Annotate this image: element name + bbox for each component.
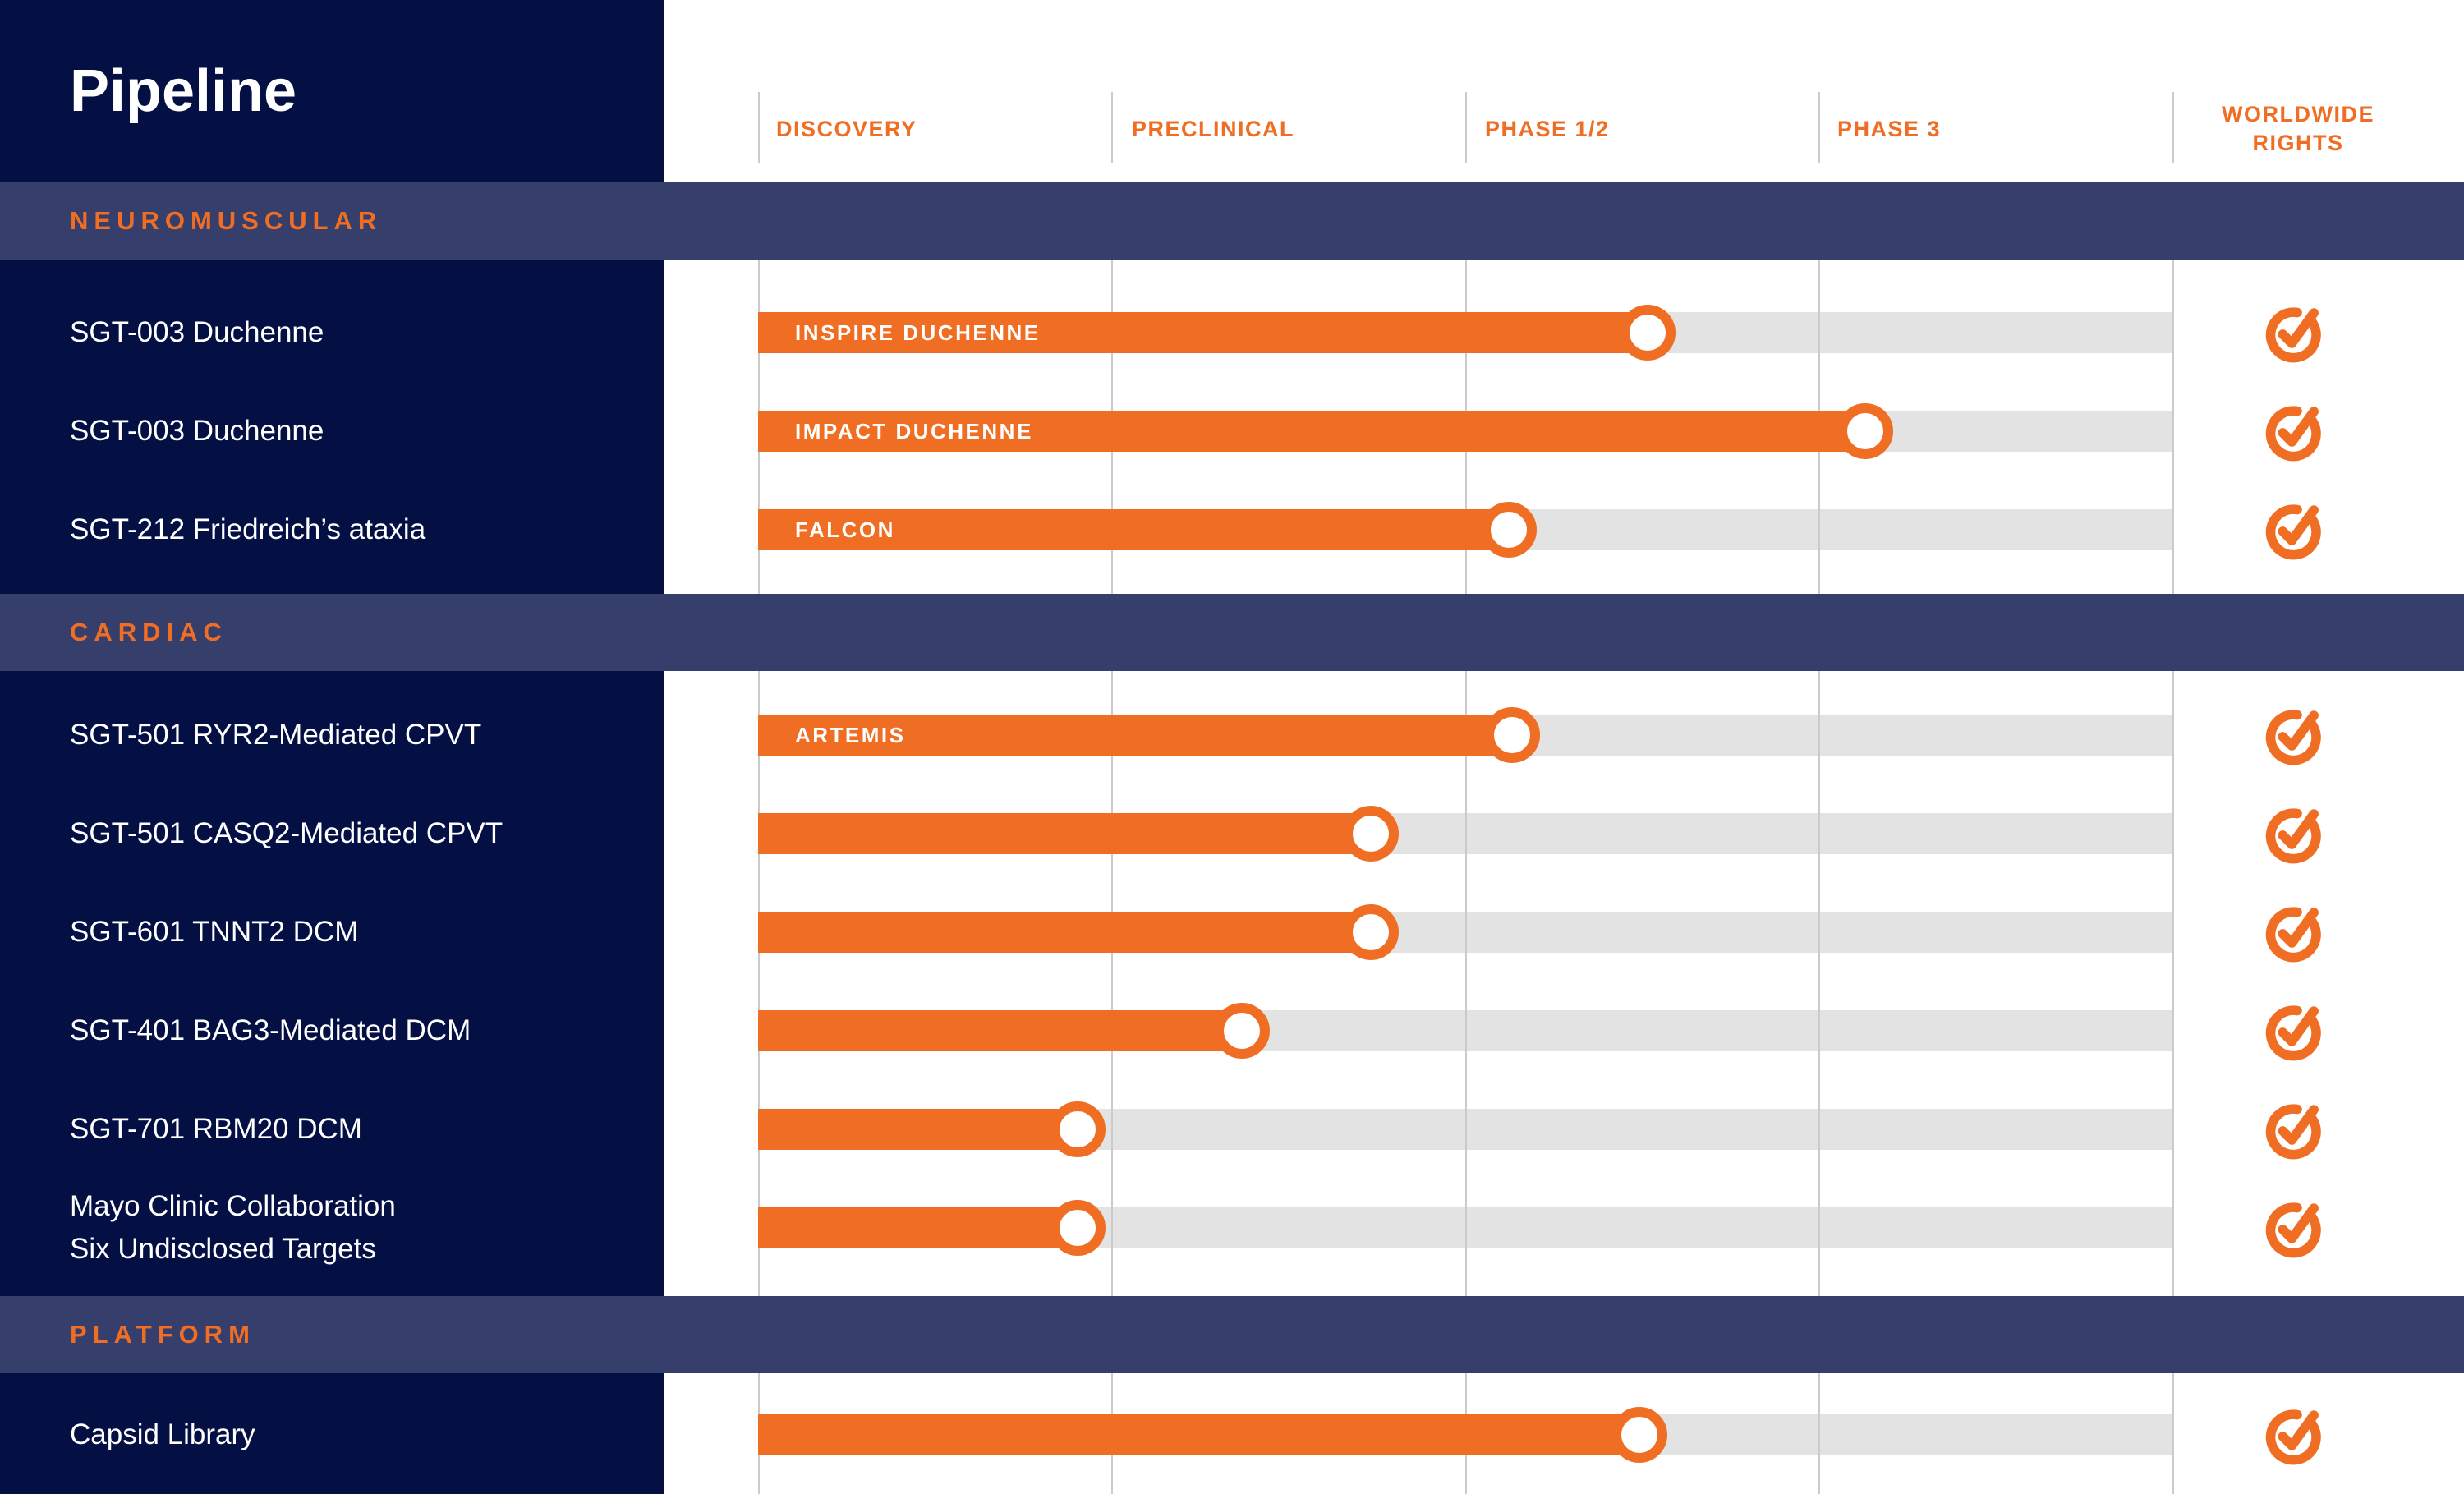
title-cell: Pipeline bbox=[0, 0, 664, 182]
progress-bar: FALCON bbox=[758, 509, 1510, 550]
trial-name-label: FALCON bbox=[795, 517, 895, 542]
column-header-preclinical: PRECLINICAL bbox=[1132, 116, 1294, 141]
header: Pipeline DISCOVERY PRECLINICAL PHASE 1/2 PH… bbox=[0, 0, 2464, 182]
progress-bar: ARTEMIS bbox=[758, 715, 1512, 756]
progress-bar: INSPIRE DUCHENNE bbox=[758, 312, 1648, 353]
column-header-discovery: DISCOVERY bbox=[776, 116, 917, 141]
column-header-worldwide-rights: WORLDWIDE RIGHTS bbox=[2222, 101, 2374, 155]
progress-endpoint-dot bbox=[1342, 806, 1399, 862]
progress-endpoint-dot bbox=[1481, 502, 1538, 558]
trial-name-label: ARTEMIS bbox=[795, 722, 906, 747]
progress-endpoint-dot bbox=[1611, 1407, 1667, 1463]
program-label: SGT-401 BAG3-Mediated DCM bbox=[70, 1009, 471, 1052]
progress-bar bbox=[758, 813, 1371, 854]
trial-name-label: INSPIRE DUCHENNE bbox=[795, 319, 1041, 345]
program-label-line: SGT-401 BAG3-Mediated DCM bbox=[70, 1014, 471, 1047]
check-circle-icon bbox=[2265, 1100, 2326, 1161]
column-header-phase-1-2: PHASE 1/2 bbox=[1485, 116, 1610, 141]
progress-bar bbox=[758, 1010, 1242, 1051]
program-label-line: SGT-601 TNNT2 DCM bbox=[70, 916, 359, 949]
progress-endpoint-dot bbox=[1837, 403, 1894, 459]
check-circle-icon bbox=[2265, 903, 2326, 963]
progress-endpoint-dot bbox=[1483, 707, 1540, 763]
progress-bar bbox=[758, 1414, 1639, 1455]
progress-bar bbox=[758, 912, 1371, 953]
pipeline-row: SGT-003 Duchenne IMPACT DUCHENNE bbox=[0, 382, 2464, 480]
pipeline-row: Capsid Library bbox=[0, 1386, 2464, 1484]
program-label: SGT-212 Friedreich’s ataxia bbox=[70, 508, 425, 551]
program-label: Mayo Clinic Collaboration Six Undisclosed… bbox=[70, 1185, 396, 1271]
section-band-neuromuscular: NEUROMUSCULAR bbox=[0, 182, 2464, 260]
program-label-line: Six Undisclosed Targets bbox=[70, 1233, 376, 1265]
progress-bar bbox=[758, 1207, 1078, 1248]
header-grid-line bbox=[1465, 92, 1467, 163]
program-label: SGT-601 TNNT2 DCM bbox=[70, 911, 358, 954]
progress-bar bbox=[758, 1109, 1078, 1150]
check-circle-icon bbox=[2265, 804, 2326, 865]
section-body-neuromuscular: SGT-003 Duchenne INSPIRE DUCHENNE SGT-003 … bbox=[0, 260, 2464, 594]
section-grid-line bbox=[1818, 671, 1820, 1296]
pipeline-row: SGT-003 Duchenne INSPIRE DUCHENNE bbox=[0, 283, 2464, 382]
program-label: SGT-501 CASQ2-Mediated CPVT bbox=[70, 812, 503, 855]
program-label-line: SGT-003 Duchenne bbox=[70, 316, 324, 349]
section-grid-line bbox=[2172, 671, 2174, 1296]
section-grid-line bbox=[758, 671, 760, 1296]
check-circle-icon bbox=[2265, 1198, 2326, 1259]
pipeline-row: SGT-501 RYR2-Mediated CPVT ARTEMIS bbox=[0, 686, 2464, 784]
section-grid-line bbox=[1818, 1373, 1820, 1494]
sections: NEUROMUSCULAR SGT-003 Duchenne INSPIRE DUC… bbox=[0, 182, 2464, 1494]
progress-endpoint-dot bbox=[1342, 904, 1399, 960]
program-label-line: SGT-501 RYR2-Mediated CPVT bbox=[70, 719, 482, 752]
page-title: Pipeline bbox=[70, 58, 297, 124]
section-label: CARDIAC bbox=[70, 618, 228, 646]
progress-endpoint-dot bbox=[1620, 305, 1676, 361]
section-grid-line bbox=[2172, 260, 2174, 594]
program-label-line: SGT-501 CASQ2-Mediated CPVT bbox=[70, 817, 503, 850]
program-label: SGT-003 Duchenne bbox=[70, 311, 324, 354]
program-label-line: SGT-701 RBM20 DCM bbox=[70, 1113, 362, 1146]
section-grid-line bbox=[1465, 671, 1467, 1296]
program-label: SGT-701 RBM20 DCM bbox=[70, 1108, 362, 1151]
trial-name-label: IMPACT DUCHENNE bbox=[795, 418, 1033, 444]
check-circle-icon bbox=[2265, 402, 2326, 462]
program-label-line: Capsid Library bbox=[70, 1418, 255, 1451]
section-body-cardiac: SGT-501 RYR2-Mediated CPVT ARTEMIS SGT-501… bbox=[0, 671, 2464, 1296]
pipeline-row: SGT-601 TNNT2 DCM bbox=[0, 883, 2464, 981]
check-circle-icon bbox=[2265, 1001, 2326, 1062]
pipeline-row: Mayo Clinic Collaboration Six Undisclosed… bbox=[0, 1179, 2464, 1277]
section-band-platform: PLATFORM bbox=[0, 1296, 2464, 1373]
program-label-line: SGT-212 Friedreich’s ataxia bbox=[70, 513, 426, 546]
section-band-cardiac: CARDIAC bbox=[0, 594, 2464, 671]
progress-endpoint-dot bbox=[1213, 1003, 1270, 1059]
header-grid-line bbox=[1111, 92, 1113, 163]
section-label: PLATFORM bbox=[70, 1320, 255, 1349]
header-grid-line bbox=[2172, 92, 2174, 163]
progress-endpoint-dot bbox=[1050, 1101, 1106, 1157]
program-label-line: SGT-003 Duchenne bbox=[70, 415, 324, 448]
section-body-platform: Capsid Library bbox=[0, 1373, 2464, 1494]
pipeline-row: SGT-212 Friedreich’s ataxia FALCON bbox=[0, 480, 2464, 579]
column-header-phase-3: PHASE 3 bbox=[1837, 116, 1942, 141]
progress-bar: IMPACT DUCHENNE bbox=[758, 411, 1866, 452]
check-circle-icon bbox=[2265, 500, 2326, 561]
program-label-line: Mayo Clinic Collaboration bbox=[70, 1190, 396, 1223]
section-grid-line bbox=[1111, 671, 1113, 1296]
program-label: SGT-501 RYR2-Mediated CPVT bbox=[70, 714, 481, 756]
header-grid-line bbox=[1818, 92, 1820, 163]
check-circle-icon bbox=[2265, 706, 2326, 766]
pipeline-row: SGT-701 RBM20 DCM bbox=[0, 1080, 2464, 1179]
header-grid-line bbox=[758, 92, 760, 163]
pipeline-row: SGT-501 CASQ2-Mediated CPVT bbox=[0, 784, 2464, 883]
pipeline-row: SGT-401 BAG3-Mediated DCM bbox=[0, 981, 2464, 1080]
program-label: Capsid Library bbox=[70, 1414, 255, 1456]
program-label: SGT-003 Duchenne bbox=[70, 410, 324, 453]
check-circle-icon bbox=[2265, 303, 2326, 364]
check-circle-icon bbox=[2265, 1405, 2326, 1466]
section-grid-line bbox=[2172, 1373, 2174, 1494]
section-label: NEUROMUSCULAR bbox=[70, 206, 383, 235]
progress-endpoint-dot bbox=[1050, 1200, 1106, 1256]
